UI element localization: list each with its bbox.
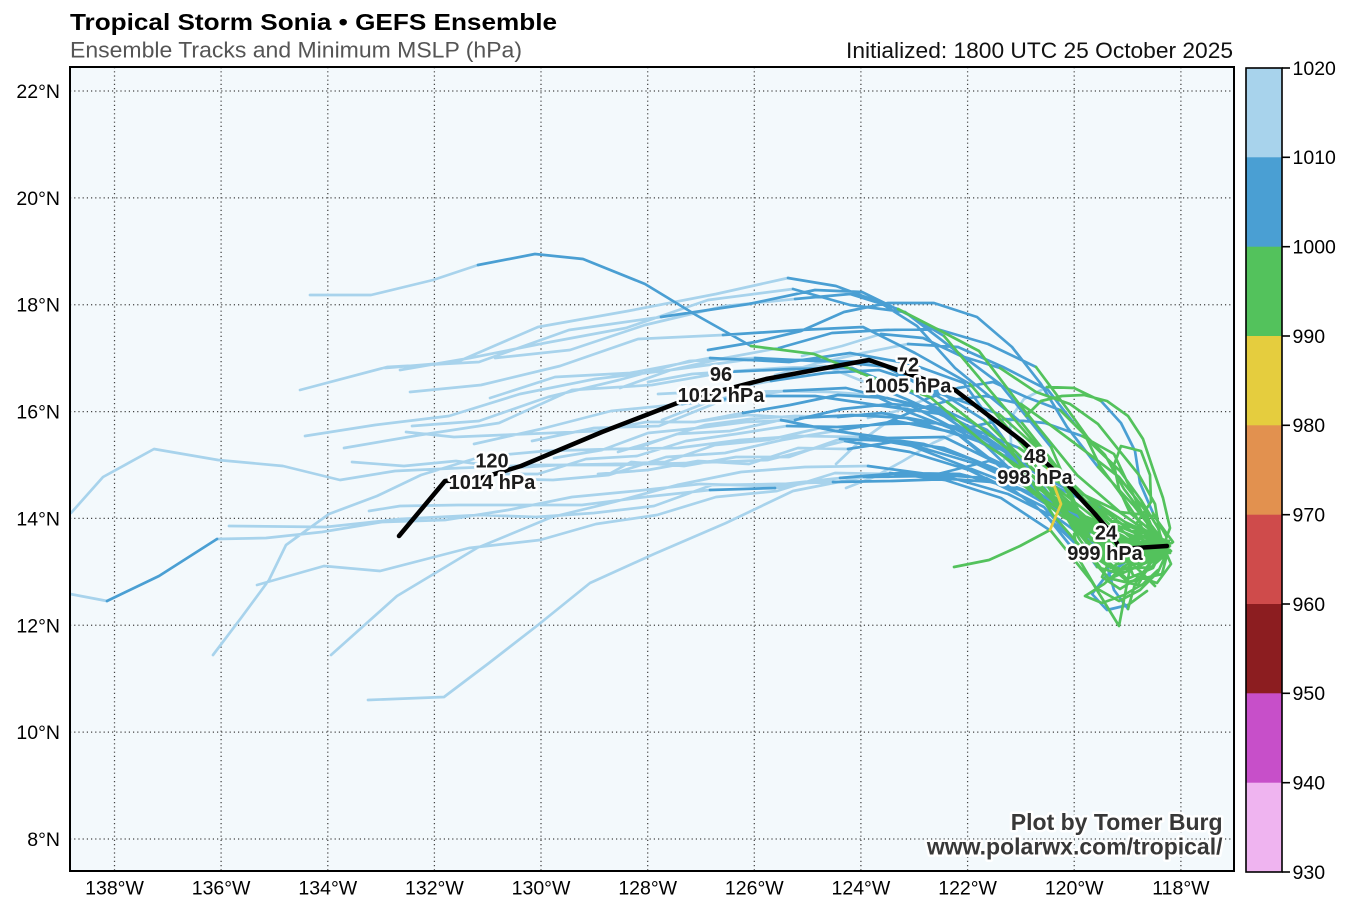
svg-text:1012 hPa: 1012 hPa bbox=[678, 385, 766, 407]
svg-text:960: 960 bbox=[1293, 594, 1326, 616]
svg-text:998 hPa: 998 hPa bbox=[997, 467, 1073, 489]
svg-text:999 hPa: 999 hPa bbox=[1067, 543, 1143, 565]
svg-text:134°W: 134°W bbox=[298, 878, 357, 900]
svg-text:1020: 1020 bbox=[1293, 58, 1337, 80]
svg-text:990: 990 bbox=[1293, 326, 1326, 348]
svg-text:128°W: 128°W bbox=[618, 878, 677, 900]
svg-text:136°W: 136°W bbox=[192, 878, 251, 900]
svg-text:www.polarwx.com/tropical/: www.polarwx.com/tropical/ bbox=[926, 833, 1223, 859]
svg-text:930: 930 bbox=[1293, 862, 1326, 884]
svg-text:980: 980 bbox=[1293, 415, 1326, 437]
svg-text:16°N: 16°N bbox=[16, 402, 60, 424]
svg-text:130°W: 130°W bbox=[512, 878, 571, 900]
svg-text:1005 hPa: 1005 hPa bbox=[865, 375, 953, 397]
svg-text:138°W: 138°W bbox=[85, 878, 144, 900]
svg-text:1010: 1010 bbox=[1293, 147, 1337, 169]
svg-text:Plot by Tomer Burg: Plot by Tomer Burg bbox=[1011, 809, 1223, 835]
svg-text:970: 970 bbox=[1293, 505, 1326, 527]
svg-text:10°N: 10°N bbox=[16, 722, 60, 744]
svg-text:Ensemble Tracks and Minimum MS: Ensemble Tracks and Minimum MSLP (hPa) bbox=[70, 38, 522, 63]
svg-text:Initialized: 1800 UTC 25 Octob: Initialized: 1800 UTC 25 October 2025 bbox=[846, 38, 1233, 63]
svg-text:14°N: 14°N bbox=[16, 508, 60, 530]
svg-text:22°N: 22°N bbox=[16, 81, 60, 103]
svg-text:126°W: 126°W bbox=[725, 878, 784, 900]
svg-text:Tropical Storm Sonia • GEFS En: Tropical Storm Sonia • GEFS Ensemble bbox=[70, 9, 557, 35]
svg-text:72: 72 bbox=[897, 355, 919, 377]
svg-text:8°N: 8°N bbox=[27, 829, 60, 851]
svg-text:940: 940 bbox=[1293, 773, 1326, 795]
svg-text:122°W: 122°W bbox=[938, 878, 997, 900]
svg-text:124°W: 124°W bbox=[832, 878, 891, 900]
svg-text:1014 hPa: 1014 hPa bbox=[449, 472, 537, 494]
svg-text:18°N: 18°N bbox=[16, 295, 60, 317]
svg-text:96: 96 bbox=[710, 364, 732, 386]
svg-text:1000: 1000 bbox=[1293, 237, 1337, 259]
svg-text:120°W: 120°W bbox=[1045, 878, 1104, 900]
svg-text:120: 120 bbox=[475, 451, 508, 473]
svg-text:12°N: 12°N bbox=[16, 615, 60, 637]
svg-text:48: 48 bbox=[1024, 446, 1046, 468]
svg-text:950: 950 bbox=[1293, 683, 1326, 705]
svg-text:132°W: 132°W bbox=[405, 878, 464, 900]
svg-text:20°N: 20°N bbox=[16, 188, 60, 210]
svg-text:118°W: 118°W bbox=[1152, 878, 1210, 900]
svg-text:24: 24 bbox=[1095, 522, 1118, 544]
